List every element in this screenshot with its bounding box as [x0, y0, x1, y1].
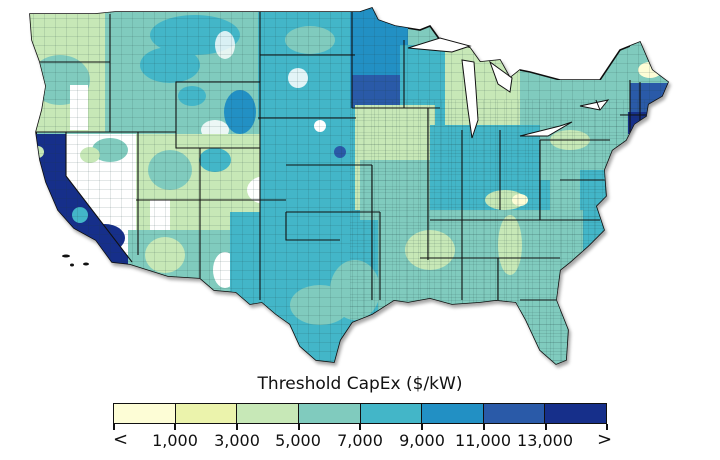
- legend-tick: [421, 424, 423, 430]
- legend-title: Threshold CapEx ($/kW): [257, 374, 463, 394]
- legend-tick-label: 7,000: [337, 431, 383, 450]
- legend-bin-2: [175, 404, 238, 423]
- legend-tick: [606, 424, 608, 430]
- legend-bin-8: [545, 404, 606, 423]
- choropleth-fill: [30, 8, 668, 364]
- legend-tick-label: 1,000: [152, 431, 198, 450]
- us-choropleth-map: [29, 7, 669, 365]
- legend-tick: [359, 424, 361, 430]
- legend-tick-label: 13,000: [517, 431, 573, 450]
- legend-left-arrow-icon: <: [113, 429, 129, 450]
- legend-bin-5: [360, 404, 423, 423]
- legend-bin-1: [114, 404, 176, 423]
- legend-tick: [298, 424, 300, 430]
- legend-tick: [174, 424, 176, 430]
- legend-bin-7: [483, 404, 546, 423]
- legend-bin-3: [237, 404, 299, 423]
- state-borders: [30, 8, 660, 301]
- legend-tick-label: 3,000: [214, 431, 260, 450]
- legend-tick: [113, 424, 115, 430]
- legend-tick-label: 11,000: [455, 431, 511, 450]
- legend-tick: [545, 424, 547, 430]
- legend-bin-4: [298, 404, 361, 423]
- islands: [62, 254, 89, 267]
- legend-bin-6: [422, 404, 484, 423]
- legend-tick-label: 5,000: [275, 431, 321, 450]
- great-lakes: [407, 37, 610, 139]
- legend-tick-label: 9,000: [399, 431, 445, 450]
- legend-tick: [483, 424, 485, 430]
- legend-right-arrow-icon: >: [597, 429, 613, 450]
- legend-color-bar: [113, 403, 607, 424]
- legend-tick: [236, 424, 238, 430]
